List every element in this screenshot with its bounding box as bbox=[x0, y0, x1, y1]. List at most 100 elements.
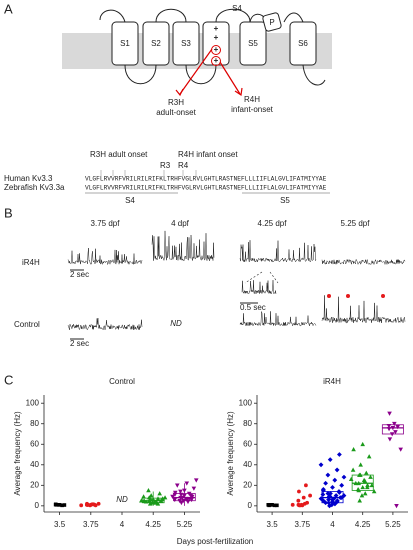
point bbox=[341, 474, 347, 480]
panel-label: C bbox=[4, 372, 13, 387]
mutation-label: R4H bbox=[244, 95, 260, 104]
annotation: ND bbox=[116, 495, 128, 504]
point bbox=[53, 502, 58, 507]
point bbox=[398, 447, 403, 452]
point bbox=[323, 500, 329, 506]
point bbox=[318, 496, 324, 502]
x-tick-label: 3.5 bbox=[54, 520, 66, 529]
point bbox=[85, 503, 90, 507]
charge: + bbox=[214, 45, 219, 54]
segment bbox=[289, 21, 317, 66]
scale-label: 2 sec bbox=[70, 339, 89, 348]
residue-label: R4 bbox=[178, 161, 189, 170]
point bbox=[330, 484, 335, 490]
trace bbox=[239, 240, 317, 263]
point bbox=[174, 483, 180, 488]
point bbox=[357, 498, 362, 503]
alignment-note: R4H infant onset bbox=[178, 150, 238, 159]
y-tick-label: 80 bbox=[30, 419, 39, 428]
point bbox=[308, 493, 312, 498]
ticks bbox=[100, 170, 197, 176]
point bbox=[327, 503, 332, 509]
y-tick-label: 60 bbox=[243, 439, 252, 448]
pore-label: P bbox=[269, 18, 274, 27]
segment bbox=[111, 21, 139, 66]
y-tick-label: 0 bbox=[35, 501, 40, 510]
x-tick-label: 3.75 bbox=[295, 520, 311, 529]
y-tick-label: 60 bbox=[30, 439, 39, 448]
point bbox=[339, 482, 345, 488]
point bbox=[362, 491, 368, 496]
point bbox=[325, 491, 331, 496]
point bbox=[326, 500, 332, 506]
y-tick-label: 0 bbox=[248, 501, 253, 510]
point bbox=[362, 478, 368, 484]
point bbox=[394, 504, 399, 509]
point bbox=[193, 478, 199, 483]
point bbox=[364, 484, 370, 490]
point bbox=[392, 421, 397, 427]
point bbox=[386, 423, 392, 429]
point bbox=[60, 503, 64, 508]
point bbox=[178, 489, 183, 494]
point bbox=[148, 493, 154, 498]
point bbox=[389, 432, 395, 437]
point bbox=[143, 499, 149, 504]
panel-label: B bbox=[4, 205, 13, 220]
s4-label: S4 bbox=[232, 4, 242, 13]
point bbox=[148, 497, 154, 502]
point bbox=[141, 494, 146, 499]
scale-label: 2 sec bbox=[70, 270, 89, 279]
point bbox=[191, 486, 197, 491]
point bbox=[162, 495, 168, 500]
point bbox=[290, 502, 295, 507]
event-marker bbox=[346, 294, 350, 298]
point bbox=[182, 488, 187, 493]
point bbox=[325, 472, 331, 478]
trace bbox=[151, 230, 215, 262]
charge: + bbox=[214, 24, 219, 33]
segment-label: S5 bbox=[248, 39, 258, 48]
point bbox=[387, 437, 393, 442]
species: Zebrafish Kv3.3a bbox=[4, 183, 65, 192]
point bbox=[301, 495, 306, 500]
point bbox=[371, 489, 377, 494]
charge: + bbox=[214, 33, 219, 42]
residue-label: R3 bbox=[160, 161, 171, 170]
point bbox=[336, 490, 342, 495]
mutation-label: R3H bbox=[168, 98, 184, 107]
point bbox=[297, 489, 301, 494]
loops bbox=[99, 8, 326, 86]
point bbox=[57, 503, 62, 507]
segment-label: S1 bbox=[120, 39, 130, 48]
point bbox=[188, 493, 194, 498]
segment-label: S3 bbox=[181, 39, 191, 48]
point bbox=[331, 496, 337, 502]
point bbox=[333, 493, 339, 498]
point bbox=[189, 497, 194, 503]
y-tick-label: 40 bbox=[243, 460, 252, 469]
zoom-line bbox=[269, 271, 279, 284]
point bbox=[320, 492, 326, 497]
point bbox=[334, 467, 340, 473]
column-label: 3.75 dpf bbox=[91, 219, 121, 228]
point bbox=[177, 498, 182, 504]
point bbox=[395, 425, 400, 430]
column-label: 4 dpf bbox=[171, 219, 190, 228]
column-label: 4.25 dpf bbox=[258, 219, 288, 228]
row-label: iR4H bbox=[22, 258, 40, 267]
point bbox=[178, 492, 184, 497]
trace bbox=[241, 280, 277, 295]
sequence: VLGFLRVVRFVRILRILRIFKLTRHFVGLRVLGHTLRAST… bbox=[85, 176, 327, 183]
point bbox=[356, 480, 362, 486]
alignment-note: R3H adult onset bbox=[90, 150, 148, 159]
point bbox=[172, 497, 178, 503]
point bbox=[185, 499, 191, 505]
point bbox=[327, 457, 333, 463]
panel-label: A bbox=[4, 1, 13, 16]
point bbox=[62, 503, 67, 507]
arrows bbox=[175, 48, 243, 97]
row-label: Control bbox=[14, 320, 40, 329]
point bbox=[157, 491, 162, 496]
